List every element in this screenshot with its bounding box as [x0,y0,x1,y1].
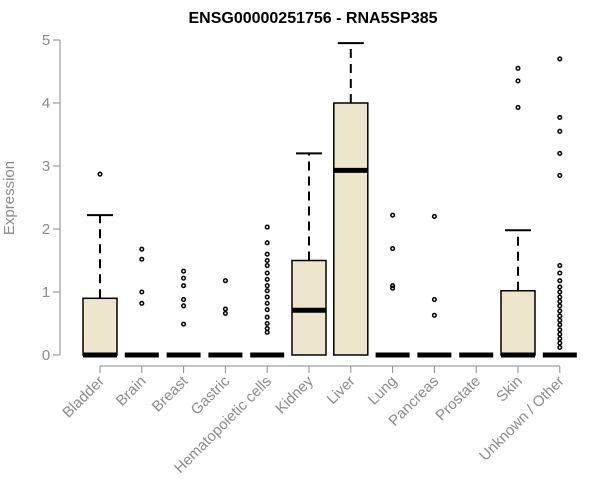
outlier-point [264,294,270,300]
outlier-point [557,336,563,342]
outlier-point [264,288,270,294]
x-tick-label: Skin [493,373,526,406]
box-skin [500,65,536,358]
outlier-point [222,278,228,284]
outlier-point [557,150,563,156]
outlier-point [557,56,563,62]
outlier-point [390,283,396,289]
outlier-point [557,308,563,314]
outlier-point [431,297,437,303]
x-tick-label: Bladder [59,373,108,422]
outlier-point [557,322,563,328]
outlier-point [557,278,563,284]
outlier-point [515,104,521,110]
outlier-point [264,224,270,230]
outlier-point [181,275,187,281]
y-tick-label: 3 [42,158,50,175]
box-lung [375,212,410,358]
y-tick-label: 4 [42,95,50,112]
outlier-point [139,300,145,306]
outlier-point [264,307,270,313]
outlier-point [557,344,563,350]
outlier-point [557,340,563,346]
outlier-point [557,114,563,121]
outlier-point [431,213,437,219]
outlier-point [264,257,270,264]
outlier-point [264,276,270,282]
outlier-point [557,172,563,178]
outlier-point [557,262,563,269]
x-tick-label: Breast [149,372,192,415]
outlier-point [557,284,563,290]
outlier-point [222,310,228,316]
outlier-point [97,171,103,177]
outlier-point [264,262,270,269]
outlier-point [264,314,270,320]
outlier-point [390,285,396,291]
outlier-point [557,298,563,305]
box-unknown-other [542,56,577,358]
outlier-point [431,312,437,318]
outlier-point [557,327,563,333]
y-axis: 0 1 2 3 4 5 [42,32,61,364]
y-axis-label: Expression [1,161,18,235]
outlier-point [557,313,563,319]
outlier-point [557,303,563,309]
box [291,259,327,356]
outlier-point [557,128,563,134]
outlier-point [515,65,521,71]
box-kidney [291,152,327,356]
outlier-point [390,245,396,252]
outlier-point [557,331,563,337]
outlier-point [264,240,270,246]
box [500,289,536,356]
box-gastric [208,278,243,358]
y-tick-label: 5 [42,32,50,49]
outlier-point [264,283,270,289]
y-tick-label: 1 [42,284,50,301]
box [82,297,118,356]
box-bladder [82,171,118,358]
boxplot-series [82,42,577,358]
outlier-point [557,289,563,295]
outlier-point [557,294,563,300]
outlier-point [139,246,145,252]
outlier-point [181,297,187,303]
outlier-point [515,78,521,84]
x-tick-label: Lung [365,373,401,409]
outlier-point [181,283,187,289]
y-tick-label: 0 [42,347,50,364]
outlier-point [264,251,270,257]
box [333,102,369,356]
box-breast [166,268,201,358]
outlier-point [264,320,270,327]
outlier-point [139,289,145,295]
y-tick-label: 2 [42,221,50,238]
x-tick-label: Prostate [432,373,484,425]
outlier-point [557,317,563,323]
outlier-point [390,212,396,218]
outlier-point [181,268,187,274]
outlier-point [264,270,270,276]
x-tick-label: Liver [324,373,359,408]
x-tick-label: Kidney [272,372,317,417]
box-brain [124,246,159,358]
outlier-point [264,329,270,335]
box-hematopoietic-cells [250,224,285,358]
chart-title: ENSG00000251756 - RNA5SP385 [188,10,437,27]
outlier-point [222,306,228,312]
outlier-point [181,303,187,309]
outlier-point [139,256,145,262]
box-liver [333,42,369,356]
outlier-point [557,270,563,276]
outlier-point [264,300,270,306]
box-pancreas [417,213,452,358]
outlier-point [181,321,187,327]
x-tick-label: Brain [113,373,150,410]
